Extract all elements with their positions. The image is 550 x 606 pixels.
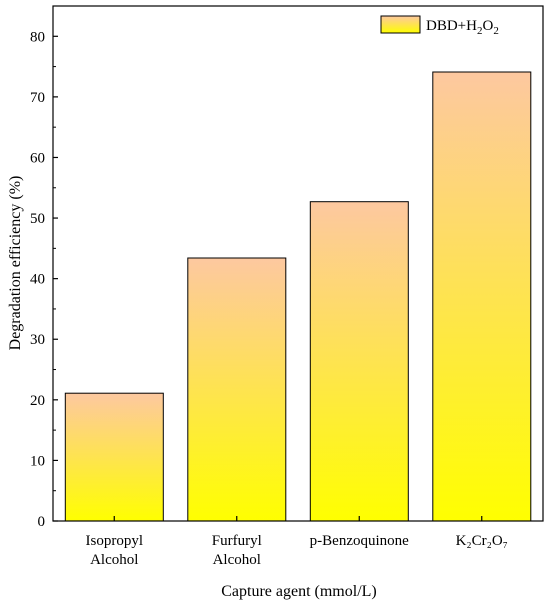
y-tick-label-3: 30 (30, 332, 45, 348)
legend-label: DBD+H2O2 (426, 18, 499, 37)
y-tick-label-4: 40 (30, 272, 45, 288)
y-axis-title: Degradation efficiency (%) (7, 176, 24, 351)
x-axis-title: Capture agent (mmol/L) (221, 583, 377, 600)
y-tick-label-6: 60 (30, 150, 45, 166)
plot-frame (52, 5, 544, 522)
y-tick-label-8: 80 (30, 29, 45, 45)
y-tick-label-7: 70 (30, 90, 45, 106)
bar-0 (64, 392, 164, 522)
bars (64, 71, 532, 522)
bar-1 (187, 257, 287, 522)
x-tick-label-0: Isopropyl Alcohol (86, 533, 144, 568)
y-tick-label-1: 10 (30, 453, 45, 469)
x-tick-label-3: K₂Cr₂O₇ (456, 533, 508, 549)
y-tick-label-5: 50 (30, 211, 45, 227)
legend-swatch (380, 15, 421, 34)
legend: DBD+H2O2 (380, 15, 499, 37)
axes: 0 10 20 30 40 50 60 70 80 Isopropyl Alcohol Furfury… (30, 5, 544, 568)
x-tick-label-2: p-Benzoquinone (310, 533, 409, 549)
bar-3 (432, 71, 532, 522)
x-tick-label-1: Furfuryl Alcohol (212, 533, 262, 568)
y-tick-label-0: 0 (38, 514, 46, 530)
bar-2 (309, 201, 409, 522)
y-tick-label-2: 20 (30, 393, 45, 409)
